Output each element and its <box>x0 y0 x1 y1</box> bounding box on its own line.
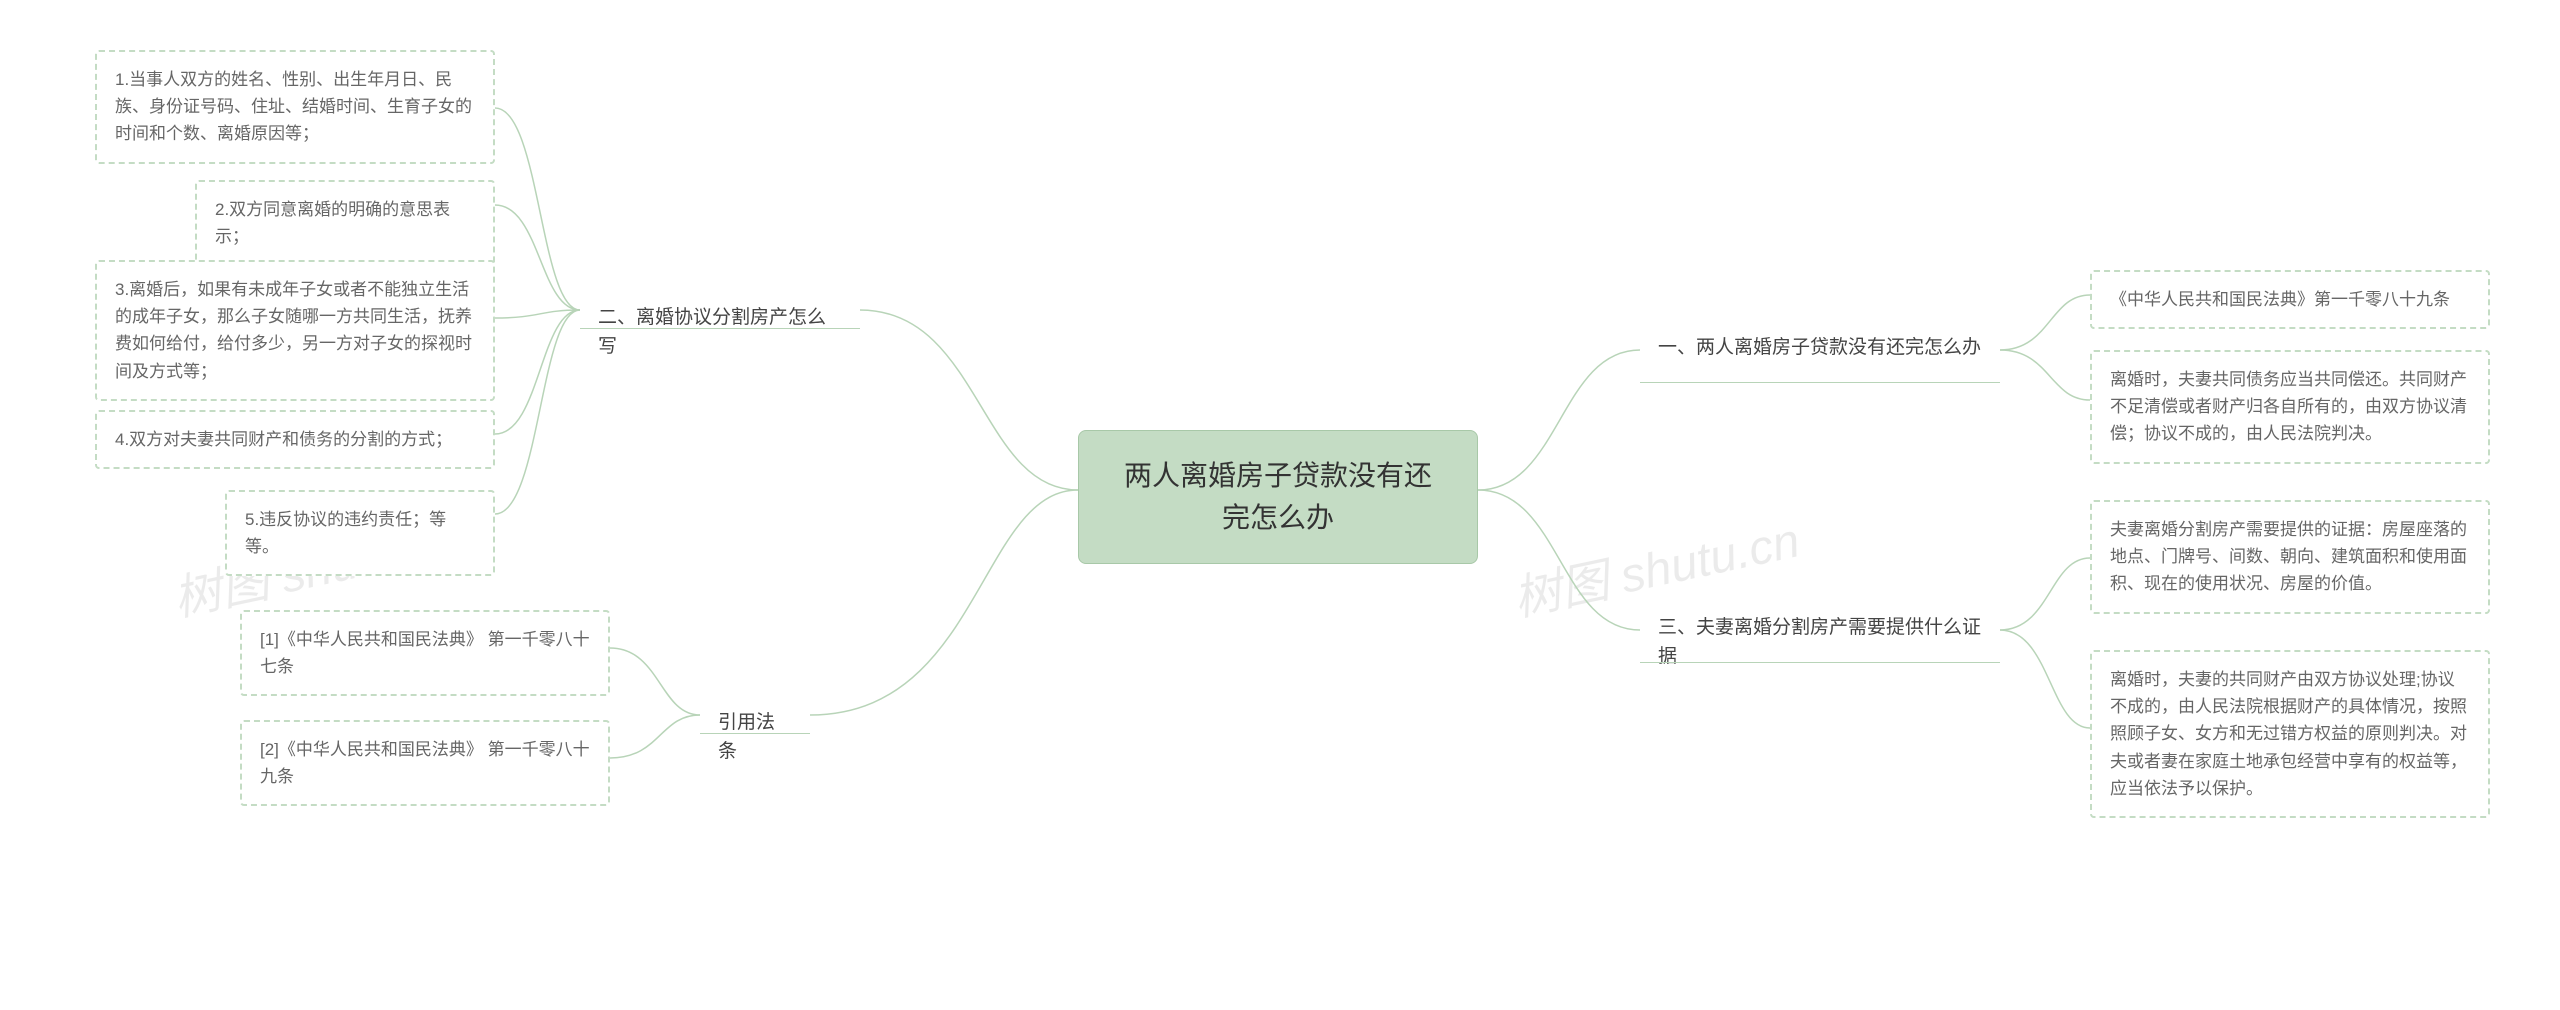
leaf-l1-3[interactable]: 3.离婚后，如果有未成年子女或者不能独立生活的成年子女，那么子女随哪一方共同生活… <box>95 260 495 401</box>
leaf-l1-2[interactable]: 2.双方同意离婚的明确的意思表示； <box>195 180 495 266</box>
branch-right-1[interactable]: 一、两人离婚房子贷款没有还完怎么办 <box>1640 320 2000 377</box>
center-topic[interactable]: 两人离婚房子贷款没有还 完怎么办 <box>1078 430 1478 564</box>
leaf-l1-5[interactable]: 5.违反协议的违约责任；等等。 <box>225 490 495 576</box>
branch-left-1-underline <box>580 328 860 329</box>
center-line1: 两人离婚房子贷款没有还 <box>1109 455 1447 497</box>
leaf-l1-1[interactable]: 1.当事人双方的姓名、性别、出生年月日、民族、身份证号码、住址、结婚时间、生育子… <box>95 50 495 164</box>
branch-right-1-underline <box>1640 382 2000 383</box>
branch-right-2-underline <box>1640 662 2000 663</box>
branch-left-1[interactable]: 二、离婚协议分割房产怎么写 <box>580 290 860 375</box>
leaf-r2-1[interactable]: 夫妻离婚分割房产需要提供的证据：房屋座落的地点、门牌号、间数、朝向、建筑面积和使… <box>2090 500 2490 614</box>
branch-right-1-label: 一、两人离婚房子贷款没有还完怎么办 <box>1658 337 1981 358</box>
branch-right-2-label: 三、夫妻离婚分割房产需要提供什么证据 <box>1658 617 1981 667</box>
leaf-r2-2[interactable]: 离婚时，夫妻的共同财产由双方协议处理;协议不成的，由人民法院根据财产的具体情况，… <box>2090 650 2490 818</box>
leaf-l1-4[interactable]: 4.双方对夫妻共同财产和债务的分割的方式； <box>95 410 495 469</box>
center-line2: 完怎么办 <box>1109 497 1447 539</box>
branch-right-2[interactable]: 三、夫妻离婚分割房产需要提供什么证据 <box>1640 600 2000 685</box>
branch-left-1-label: 二、离婚协议分割房产怎么写 <box>598 307 826 357</box>
branch-left-2[interactable]: 引用法条 <box>700 695 810 780</box>
leaf-l2-2[interactable]: [2]《中华人民共和国民法典》 第一千零八十九条 <box>240 720 610 806</box>
leaf-r1-1[interactable]: 《中华人民共和国民法典》第一千零八十九条 <box>2090 270 2490 329</box>
branch-left-2-label: 引用法条 <box>718 712 775 762</box>
leaf-r1-2[interactable]: 离婚时，夫妻共同债务应当共同偿还。共同财产不足清偿或者财产归各自所有的，由双方协… <box>2090 350 2490 464</box>
branch-left-2-underline <box>700 733 810 734</box>
leaf-l2-1[interactable]: [1]《中华人民共和国民法典》 第一千零八十七条 <box>240 610 610 696</box>
